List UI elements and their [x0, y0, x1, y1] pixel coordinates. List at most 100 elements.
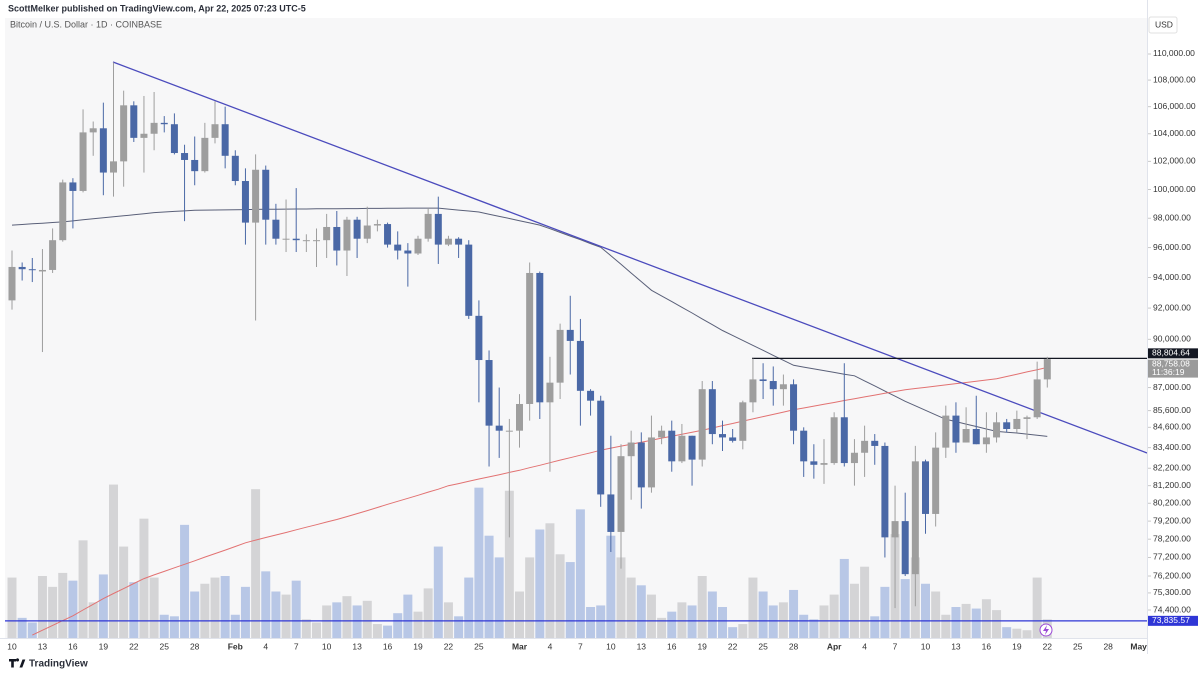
volume-bar	[433, 546, 443, 638]
moving-average	[32, 366, 1048, 636]
volume-bar	[230, 614, 240, 638]
x-tick-label: 22	[728, 641, 738, 651]
y-tick-label: 83,400.00	[1153, 442, 1191, 452]
candle-body	[678, 435, 686, 462]
candle-body	[282, 238, 290, 240]
volume-bar	[860, 566, 870, 638]
candle-body	[221, 124, 229, 156]
price-lines	[5, 357, 1148, 622]
candle-body	[861, 440, 869, 453]
candle-body	[526, 272, 534, 404]
publisher: ScottMelker published on TradingView.com…	[8, 3, 306, 13]
candle-body	[576, 340, 584, 391]
volume-bar	[849, 583, 859, 638]
volume-bar	[322, 605, 332, 638]
candle-body	[110, 161, 117, 173]
candle-body	[130, 105, 138, 138]
volume-bar	[159, 614, 169, 638]
candle-body	[617, 456, 625, 532]
volume-bar	[443, 602, 453, 638]
candle-body	[516, 403, 523, 431]
volume-bar	[992, 610, 1002, 638]
candle-body	[252, 169, 260, 223]
candle-body	[424, 213, 432, 239]
volume-bar	[220, 576, 230, 638]
y-tick-label: 81,200.00	[1153, 480, 1191, 490]
volume-bar	[48, 586, 58, 638]
volume-bar	[484, 535, 494, 638]
x-tick-label: 22	[444, 641, 454, 651]
candle-body	[18, 266, 26, 270]
candle-body	[871, 440, 879, 446]
volume-bar	[464, 577, 474, 638]
x-tick-label: 19	[99, 641, 109, 651]
volume-bar	[1032, 577, 1042, 638]
volume-bar	[271, 591, 281, 638]
x-tick-label: 13	[637, 641, 647, 651]
x-tick-label: 19	[413, 641, 423, 651]
volume-bar	[931, 591, 941, 638]
candle-body	[993, 422, 1001, 438]
x-tick-label: 16	[383, 641, 393, 651]
volume-bar	[596, 605, 606, 638]
y-tick-label: 75,300.00	[1153, 587, 1191, 597]
volume-bar	[606, 535, 616, 638]
candle-body	[455, 238, 463, 245]
candle-body	[28, 269, 36, 271]
volume-bar	[98, 574, 108, 638]
volume-bar	[870, 616, 880, 638]
volume-bar	[677, 602, 687, 638]
volume-bar	[27, 622, 37, 638]
x-tick-label: 22	[129, 641, 139, 651]
volume-bar	[900, 579, 910, 638]
volume-bar	[525, 557, 535, 638]
candle-body	[434, 213, 442, 245]
x-tick-label: May	[1130, 641, 1147, 651]
candle-body	[373, 224, 381, 226]
candle-body	[170, 124, 178, 154]
x-tick-label: 16	[982, 641, 992, 651]
y-tick-label: 100,000.00	[1153, 184, 1196, 194]
x-tick-label: 10	[7, 641, 17, 651]
x-tick-label: Mar	[512, 641, 528, 651]
candle-body	[201, 137, 209, 172]
y-tick-label: 87,000.00	[1153, 382, 1191, 392]
candle-body	[556, 329, 564, 383]
candle-body	[962, 429, 970, 443]
x-tick-label: 4	[263, 641, 268, 651]
candle-body	[485, 360, 493, 426]
candle-body	[302, 240, 310, 242]
volume-bar	[129, 582, 139, 638]
volume-bar	[413, 611, 423, 638]
y-tick-label: 108,000.00	[1153, 74, 1196, 84]
x-tick-label: 25	[160, 641, 170, 651]
volume-bar	[880, 586, 890, 638]
candle-body	[932, 447, 940, 514]
candle-body	[688, 435, 696, 460]
volume-bar	[921, 583, 930, 638]
x-tick-label: 19	[1012, 641, 1022, 651]
volume-bar	[565, 562, 575, 638]
candle-body	[8, 266, 16, 301]
candle-body	[820, 463, 828, 465]
volume-bar	[555, 554, 565, 638]
x-tick-label: 13	[38, 641, 48, 651]
candle-body	[140, 133, 148, 138]
candle-body	[627, 442, 635, 457]
volume-bar	[941, 614, 951, 638]
x-tick-label: 19	[697, 641, 707, 651]
volume-bar	[545, 523, 555, 638]
x-tick-label: 7	[294, 641, 299, 651]
candle-body	[850, 452, 858, 464]
volume-bar	[332, 602, 342, 638]
volume-bar	[180, 524, 190, 638]
volume-bar	[616, 557, 626, 638]
candle-body	[89, 128, 97, 133]
y-tick-label: 98,000.00	[1153, 212, 1191, 222]
volume-bar	[403, 594, 413, 638]
candle-body	[69, 182, 77, 191]
candle-body	[444, 238, 452, 245]
candle-body	[658, 430, 666, 438]
y-tick-label: 85,600.00	[1153, 405, 1191, 415]
x-tick-label: 28	[789, 641, 799, 651]
